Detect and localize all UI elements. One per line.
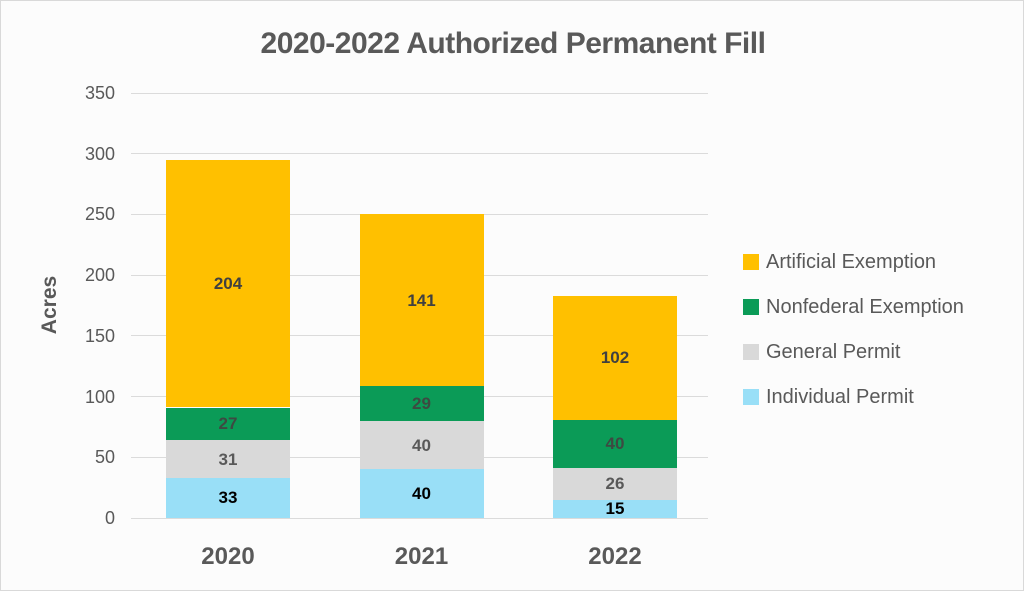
bar-segment-artificial-exemption-2020: 204 [166, 159, 290, 408]
data-label: 102 [600, 348, 630, 368]
data-label: 40 [412, 435, 431, 455]
legend-swatch-icon [743, 254, 759, 270]
data-label: 33 [218, 488, 238, 508]
gridline-350 [131, 92, 708, 94]
legend-item-artificial-exemption: Artificial Exemption [743, 250, 937, 273]
bar-segment-nonfederal-exemption-2021: 29 [359, 385, 484, 421]
legend-label: Nonfederal Exemption [766, 295, 964, 318]
legend-label: Individual Permit [766, 385, 914, 408]
bar-segment-artificial-exemption-2022: 102 [553, 295, 677, 420]
bar-segment-general-permit-2021: 40 [359, 420, 484, 470]
y-tick-label-300: 300 [84, 143, 115, 164]
data-label: 29 [412, 393, 431, 413]
data-label: 27 [218, 414, 238, 434]
y-tick-label-250: 250 [84, 204, 115, 225]
y-tick-label-50: 50 [94, 447, 115, 468]
data-label: 204 [213, 274, 243, 294]
legend-item-individual-permit: Individual Permit [743, 385, 914, 408]
data-label: 15 [605, 499, 625, 519]
gridline-300 [131, 153, 708, 155]
bar-segment-nonfederal-exemption-2022: 40 [553, 419, 677, 469]
legend-item-general-permit: General Permit [743, 340, 901, 363]
data-label: 40 [412, 484, 431, 504]
bar-segment-artificial-exemption-2021: 141 [359, 214, 484, 386]
legend-label: General Permit [766, 340, 901, 363]
legend-item-nonfederal-exemption: Nonfederal Exemption [743, 295, 964, 318]
y-tick-label-100: 100 [84, 386, 115, 407]
y-tick-label-350: 350 [84, 83, 115, 103]
y-axis-title: Acres [38, 275, 61, 335]
gridline-0 [131, 517, 708, 519]
x-axis-label-2020: 2020 [201, 543, 255, 570]
bar-segment-general-permit-2020: 31 [166, 440, 290, 478]
x-axis-label-2021: 2021 [394, 543, 449, 570]
chart-title: 2020-2022 Authorized Permanent Fill [260, 27, 766, 60]
y-tick-label-150: 150 [84, 325, 115, 346]
bar-segment-general-permit-2022: 26 [553, 468, 677, 500]
data-label: 40 [605, 434, 625, 454]
legend-swatch-icon [743, 389, 759, 405]
legend-label: Artificial Exemption [766, 250, 937, 273]
legend-swatch-icon [743, 299, 759, 315]
bar-segment-nonfederal-exemption-2020: 27 [166, 407, 290, 441]
data-label: 26 [605, 474, 625, 494]
y-tick-label-200: 200 [84, 265, 115, 286]
bar-segment-individual-permit-2020: 33 [166, 477, 290, 518]
bar-segment-individual-permit-2022: 15 [553, 499, 677, 519]
legend-swatch-icon [743, 344, 759, 360]
bar-segment-individual-permit-2021: 40 [359, 469, 484, 518]
data-label: 31 [218, 449, 238, 469]
x-axis-label-2022: 2022 [588, 543, 642, 570]
data-label: 141 [407, 290, 436, 310]
y-tick-label-0: 0 [104, 508, 115, 528]
